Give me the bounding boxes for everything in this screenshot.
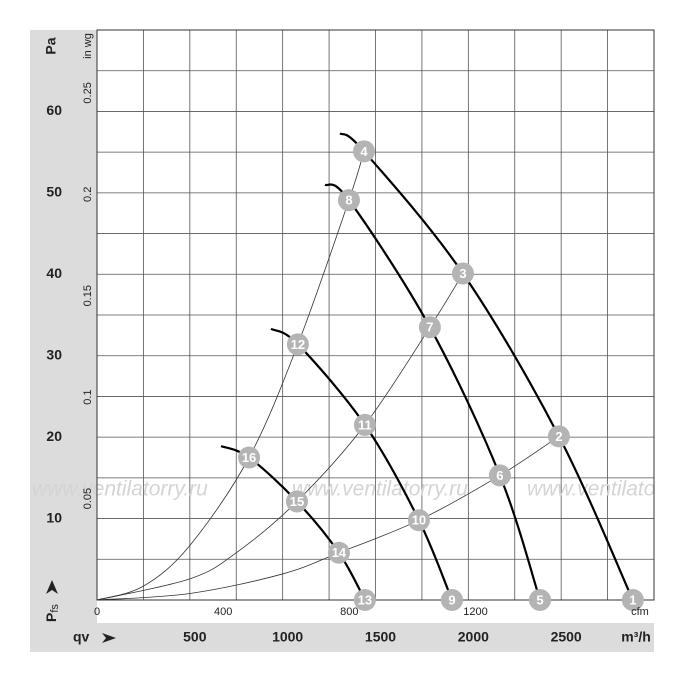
x2-tick-label: 0	[94, 606, 100, 618]
pressure-symbol: Pfs	[43, 604, 61, 622]
operating-point	[353, 589, 376, 611]
x-tick-label: 2500	[551, 629, 582, 645]
point-label: 13	[358, 592, 372, 607]
watermark: www.ventilatorry.ru	[32, 478, 208, 501]
y-tick-label: 60	[46, 102, 62, 118]
point-label: 12	[291, 337, 305, 352]
point-label: 7	[426, 320, 433, 335]
point-label: 16	[242, 450, 256, 465]
point-label: 5	[536, 592, 543, 607]
labels: Pa in wg Pfs qv m³/h cfm 102030405060500…	[43, 33, 651, 645]
x2-tick-label: 800	[340, 606, 358, 618]
left-panel	[30, 30, 97, 652]
operating-point	[337, 189, 360, 212]
y2-tick-label: 0.2	[82, 187, 94, 202]
bottom-panel	[30, 623, 654, 652]
curves	[96, 132, 634, 601]
watermarks: www.ventilatorry.ru www.ventilatorry.ru …	[32, 478, 684, 501]
operating-point	[327, 541, 350, 564]
fan-curve	[339, 132, 634, 601]
x2-tick-label: 1200	[463, 606, 487, 618]
y2-axis-title: in wg	[82, 33, 94, 59]
watermark: www.ventilatorry.ru	[292, 478, 468, 501]
system-line	[96, 273, 464, 601]
operating-point	[238, 446, 261, 469]
watermark: www.ventilatorry.ru	[527, 478, 684, 501]
x2-axis-title: cfm	[631, 606, 649, 618]
pressure-subscript: fs	[49, 604, 61, 613]
point-label: 8	[345, 193, 352, 208]
point-label: 4	[360, 144, 368, 159]
point-label: 6	[496, 468, 503, 483]
y-tick-label: 40	[46, 265, 62, 281]
operating-point	[352, 140, 375, 163]
system-line	[96, 435, 560, 601]
point-label: 14	[332, 545, 347, 560]
point-label: 11	[358, 417, 372, 432]
x-tick-label: 2000	[458, 629, 489, 645]
point-label: 9	[448, 592, 455, 607]
arrow	[46, 580, 58, 594]
operating-point	[488, 464, 511, 487]
y2-tick-label: 0.25	[82, 82, 94, 103]
point-label: 2	[555, 429, 562, 444]
y2-tick-label: 0.1	[82, 390, 94, 405]
y2-tick-label: 0.15	[82, 285, 94, 306]
x-axis-title: qv	[73, 629, 90, 645]
y-tick-label: 30	[46, 346, 62, 362]
x-tick-label: 500	[183, 629, 207, 645]
operating-point	[451, 262, 474, 285]
point-label: 15	[290, 494, 304, 509]
x-tick-label: 1000	[272, 629, 303, 645]
operating-point	[440, 589, 463, 611]
point-label: 3	[459, 266, 466, 281]
point-label: 10	[412, 513, 426, 528]
y-tick-label: 10	[46, 509, 62, 525]
fan-curve	[324, 183, 542, 601]
operating-point	[285, 490, 308, 513]
x2-tick-label: 400	[214, 606, 232, 618]
operating-point	[353, 413, 376, 436]
y-tick-label: 20	[46, 428, 62, 444]
operating-point	[418, 316, 441, 339]
operating-point	[286, 333, 309, 356]
pressure-symbol-letter: P	[43, 613, 59, 622]
grid	[96, 29, 655, 601]
x-unit: m³/h	[621, 629, 651, 645]
operating-point	[529, 589, 552, 611]
operating-point	[407, 509, 430, 532]
x-tick-label: 1500	[365, 629, 396, 645]
arrow	[102, 633, 116, 643]
y-axis-title: Pa	[43, 37, 59, 54]
point-label: 1	[629, 592, 636, 607]
operating-point	[621, 589, 644, 611]
y-tick-label: 50	[46, 184, 62, 200]
operating-point	[547, 425, 570, 448]
y2-tick-label: 0.05	[82, 488, 94, 509]
